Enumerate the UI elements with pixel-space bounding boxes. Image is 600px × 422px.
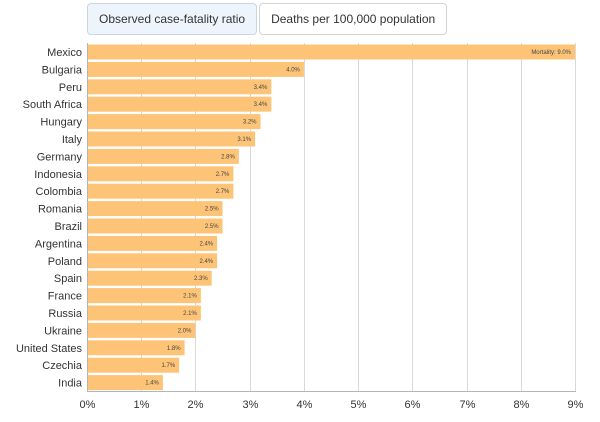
category-label: Ukraine: [44, 325, 82, 337]
category-label: Germany: [37, 151, 83, 163]
category-label: United States: [16, 343, 83, 355]
bar-value-label: 1.8%: [167, 346, 181, 352]
bar[interactable]: [88, 183, 234, 199]
x-tick-label: 7%: [460, 399, 476, 411]
bar[interactable]: [88, 288, 201, 304]
category-label: Poland: [48, 256, 82, 268]
grid-layer: [87, 43, 576, 392]
metric-tabs: Observed case-fatality ratio Deaths per …: [87, 3, 449, 35]
bar-value-label: 2.4%: [199, 259, 213, 265]
bar[interactable]: [88, 322, 196, 338]
x-tick-label: 2%: [188, 399, 204, 411]
bar-value-label: 2.7%: [216, 189, 230, 195]
category-label: Brazil: [54, 221, 82, 233]
bar-value-label: 2.5%: [205, 207, 219, 213]
bar[interactable]: [88, 305, 201, 321]
bar-value-label: 2.7%: [216, 172, 230, 178]
category-label: South Africa: [23, 99, 83, 111]
bar-value-label: 2.3%: [194, 276, 208, 282]
bar-value-label: 2.1%: [183, 294, 197, 300]
bar[interactable]: [88, 270, 212, 286]
x-tick-label: 3%: [243, 399, 259, 411]
bar-value-label: 1.7%: [161, 363, 175, 369]
tab-case-fatality-ratio[interactable]: Observed case-fatality ratio: [87, 3, 258, 35]
bar[interactable]: [88, 218, 223, 234]
category-label: France: [48, 291, 82, 303]
bar-value-label: 3.4%: [254, 85, 268, 91]
x-tick-label: 4%: [297, 399, 313, 411]
category-label: Romania: [38, 204, 83, 216]
bar-value-label: 2.4%: [199, 241, 213, 247]
x-tick-label: 8%: [514, 399, 530, 411]
bar[interactable]: [88, 131, 256, 147]
category-label: Russia: [48, 308, 83, 320]
category-label: Czechia: [42, 360, 83, 372]
bar-value-label: 2.5%: [205, 224, 219, 230]
category-label: Mexico: [47, 47, 82, 59]
bar[interactable]: [88, 166, 234, 182]
x-tick-label: 0%: [80, 399, 96, 411]
bar-layer: [88, 44, 575, 391]
bar-value-label: 3.1%: [237, 137, 251, 143]
bar[interactable]: [88, 253, 218, 269]
bar-value-label: 3.4%: [254, 102, 268, 108]
bar[interactable]: [88, 201, 223, 217]
bar[interactable]: [88, 375, 163, 391]
category-label: Colombia: [36, 186, 83, 198]
label-layer: 0% 1% 2% 3% 4% 5% 6% 7% 8% 9% Mexico Mortality: 9.0…: [16, 47, 584, 411]
bar[interactable]: [88, 96, 272, 112]
x-tick-label: 5%: [351, 399, 367, 411]
bar[interactable]: [88, 114, 261, 130]
category-label: Bulgaria: [42, 64, 83, 76]
bar-value-label: 2.1%: [183, 311, 197, 317]
bar-value-label: 2.8%: [221, 154, 235, 160]
category-label: Hungary: [40, 117, 82, 129]
x-tick-label: 6%: [405, 399, 421, 411]
bar[interactable]: [88, 44, 575, 60]
bar[interactable]: [88, 79, 272, 95]
bar-value-label: 2.0%: [178, 328, 192, 334]
bar-value-label: Mortality: 9.0%: [531, 50, 571, 56]
category-label: Italy: [62, 134, 83, 146]
category-label: India: [58, 378, 83, 390]
bar-value-label: 3.2%: [243, 120, 257, 126]
bar-value-label: 4.0%: [286, 67, 300, 73]
bar[interactable]: [88, 235, 218, 251]
bar[interactable]: [88, 148, 239, 164]
bar[interactable]: [88, 357, 180, 373]
tab-deaths-per-100k[interactable]: Deaths per 100,000 population: [259, 3, 448, 35]
x-tick-label: 1%: [134, 399, 150, 411]
category-label: Spain: [54, 273, 82, 285]
category-label: Indonesia: [34, 169, 83, 181]
bar[interactable]: [88, 61, 304, 77]
bar[interactable]: [88, 340, 185, 356]
category-label: Peru: [59, 82, 82, 94]
category-label: Argentina: [35, 238, 83, 250]
x-tick-label: 9%: [568, 399, 584, 411]
bar-value-label: 1.4%: [145, 381, 159, 387]
